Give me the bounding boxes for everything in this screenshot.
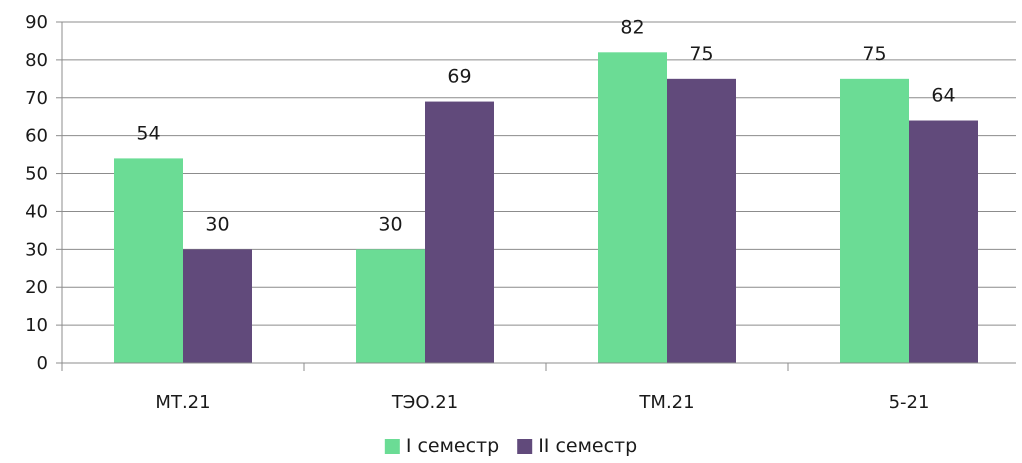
- bars: [114, 52, 978, 364]
- x-tick-label: ТЭО.21: [391, 392, 458, 413]
- bar: [840, 78, 909, 363]
- legend-swatch: [517, 439, 533, 454]
- x-tick-label: 5-21: [889, 392, 930, 413]
- y-tick-label: 30: [25, 239, 48, 260]
- bar: [114, 158, 183, 363]
- data-label: 30: [205, 213, 229, 235]
- y-tick-label: 50: [25, 164, 48, 185]
- legend-swatch: [384, 439, 400, 454]
- y-tick-label: 20: [25, 277, 48, 298]
- y-tick-label: 90: [25, 12, 48, 33]
- y-tick-label: 70: [25, 88, 48, 109]
- data-label: 54: [136, 122, 160, 144]
- legend-label: II семестр: [538, 435, 637, 457]
- bar: [667, 78, 736, 363]
- y-tick-label: 40: [25, 201, 48, 222]
- y-tick-label: 80: [25, 50, 48, 71]
- data-label: 75: [689, 43, 713, 65]
- bar: [356, 249, 425, 363]
- data-labels: 54 30 30 69 82 75 75 64: [136, 16, 955, 235]
- bar: [183, 249, 252, 363]
- data-label: 30: [378, 213, 402, 235]
- data-label: 75: [862, 43, 886, 65]
- data-label: 69: [447, 66, 471, 88]
- y-tick-label: 0: [37, 353, 48, 374]
- y-tick-label: 60: [25, 126, 48, 147]
- bar: [425, 101, 494, 364]
- y-tick-label: 10: [25, 315, 48, 336]
- legend-label: I семестр: [406, 435, 499, 457]
- legend: I семестр II семестр: [384, 435, 637, 457]
- bar: [598, 52, 667, 364]
- x-tick-label: ТМ.21: [638, 392, 694, 413]
- bar: [909, 120, 978, 363]
- data-label: 82: [620, 16, 644, 38]
- x-tick-label: МТ.21: [155, 392, 210, 413]
- data-label: 64: [931, 85, 955, 107]
- axes: 0 10 20 30 40 50 60 70 80 90 МТ.21 ТЭО.21 ТМ.21 5-21: [25, 12, 1016, 413]
